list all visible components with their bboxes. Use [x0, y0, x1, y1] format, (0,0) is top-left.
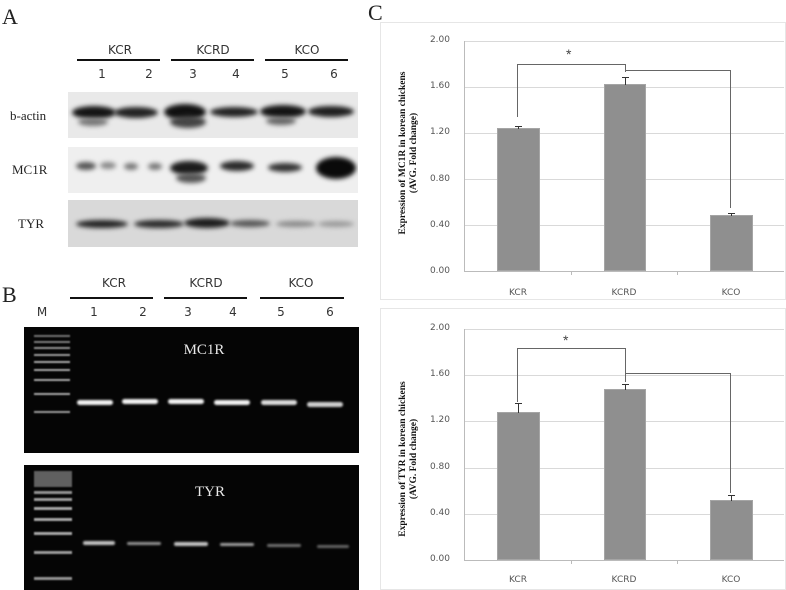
lane-number: 2 — [139, 305, 147, 319]
lane-number: 6 — [330, 67, 338, 81]
y-axis-label: Expression of TYR in korean chickens (AV… — [398, 354, 420, 564]
y-tick: 2.00 — [429, 35, 450, 45]
y-tick: 1.20 — [429, 415, 450, 425]
bar-kcr — [497, 128, 540, 271]
lane-number: 5 — [277, 305, 285, 319]
panel-letter-c: C — [368, 0, 383, 25]
group-label-kcr: KCR — [108, 43, 132, 57]
group-line-kcr — [77, 59, 160, 61]
pcr-gel-tyr: TYR — [24, 465, 359, 590]
bar-chart-tyr: Expression of TYR in korean chickens (AV… — [380, 300, 786, 590]
lane-number: 1 — [98, 67, 106, 81]
blot-label-tyr: TYR — [18, 216, 44, 231]
x-tick: KCR — [509, 575, 527, 585]
lane-number: 3 — [184, 305, 192, 319]
gel-title-mc1r: MC1R — [183, 342, 225, 358]
group-line-kco — [265, 59, 348, 61]
y-axis-label-line1: Expression of MC1R in korean chickens — [398, 71, 408, 235]
group-label-kcr: KCR — [102, 276, 126, 290]
y-tick: 0.00 — [429, 554, 450, 564]
gel-title-tyr: TYR — [195, 484, 225, 500]
lane-number: 4 — [232, 67, 240, 81]
y-tick: 1.60 — [429, 369, 450, 379]
lane-number: 2 — [145, 67, 153, 81]
bar-kco — [710, 215, 753, 271]
western-blot-tyr — [68, 200, 358, 247]
y-tick: 1.60 — [429, 81, 450, 91]
lane-number: 4 — [229, 305, 237, 319]
bar-kcrd — [604, 84, 646, 271]
x-tick: KCO — [721, 575, 741, 585]
bar-chart-mc1r: Expression of MC1R in korean chickens (A… — [380, 0, 786, 300]
group-label-kcrd: KCRD — [189, 276, 223, 290]
lane-number: 6 — [326, 305, 334, 319]
group-label-kco: KCO — [294, 43, 320, 57]
lane-number: 3 — [189, 67, 197, 81]
y-tick: 0.80 — [429, 462, 450, 472]
panel-letter-a: A — [2, 4, 18, 29]
x-tick: KCRD — [611, 575, 637, 585]
y-tick: 1.20 — [429, 127, 450, 137]
y-tick: 0.80 — [429, 174, 450, 184]
y-tick: 0.40 — [429, 508, 450, 518]
x-tick: KCR — [509, 288, 527, 298]
y-tick: 0.40 — [429, 220, 450, 230]
marker-label: M — [36, 305, 48, 319]
group-line-kcrd — [164, 297, 247, 299]
lane-number: 1 — [90, 305, 98, 319]
blot-label-b-actin: b-actin — [10, 108, 47, 123]
y-axis-label-line2: (AVG. Fold change) — [408, 418, 419, 500]
pcr-gel-mc1r: MC1R — [24, 327, 359, 453]
y-tick: 0.00 — [429, 266, 450, 276]
bar-kcr — [497, 412, 540, 560]
western-blot-b-actin — [68, 92, 358, 138]
panel-letter-b: B — [2, 282, 17, 307]
x-tick: KCO — [721, 288, 741, 298]
western-blot-mc1r — [68, 147, 358, 193]
bar-kcrd — [604, 389, 646, 560]
y-tick: 2.00 — [429, 323, 450, 333]
y-axis-label-line2: (AVG. Fold change) — [408, 112, 419, 194]
lane-number: 5 — [281, 67, 289, 81]
x-tick: KCRD — [611, 288, 637, 298]
y-axis-label: Expression of MC1R in korean chickens (A… — [398, 48, 420, 258]
bar-kco — [710, 500, 753, 560]
significance-star: * — [566, 46, 572, 62]
group-line-kcr — [70, 297, 153, 299]
group-line-kcrd — [171, 59, 254, 61]
y-axis-label-line1: Expression of TYR in korean chickens — [398, 381, 408, 537]
significance-star: * — [563, 332, 569, 348]
group-label-kcrd: KCRD — [196, 43, 230, 57]
group-label-kco: KCO — [288, 276, 314, 290]
blot-label-mc1r: MC1R — [12, 162, 48, 177]
group-line-kco — [260, 297, 344, 299]
